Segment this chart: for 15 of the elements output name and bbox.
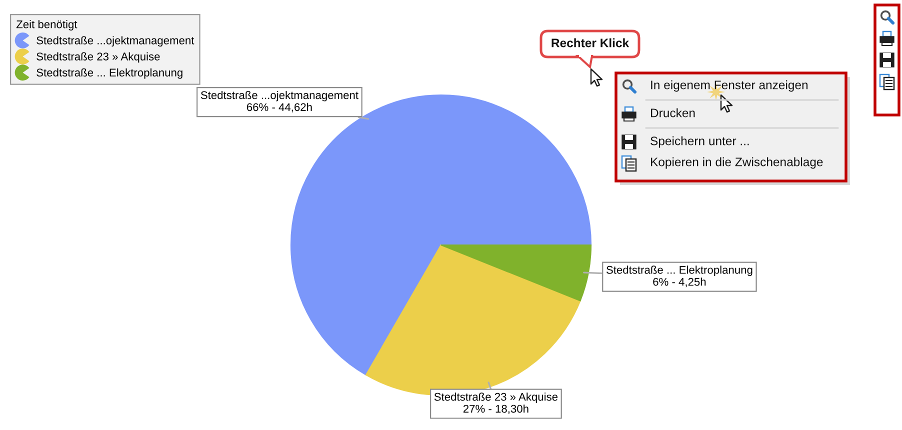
slice-label: Stedtstraße ...ojektmanagement — [200, 90, 358, 102]
data-label: 6% - 4,25h — [653, 278, 706, 288]
text: Rechter Klick — [552, 38, 630, 48]
slice-label: Stedtstraße ... Elektroplanung — [606, 266, 752, 276]
legend-label: Stedtstraße ... Elektroplanung — [36, 68, 182, 79]
data-label: 66% - 44,62h — [246, 102, 312, 112]
data-label: 27% - 18,30h — [463, 404, 528, 414]
text: Speichern unter ... — [650, 136, 749, 148]
text: Drucken — [651, 108, 695, 118]
legend-label: Stedtstraße ...ojektmanagement — [36, 36, 194, 47]
legend-title: Zeit benötigt — [16, 20, 78, 30]
text: In eigenem Fenster anzeigen — [651, 80, 808, 92]
legend-label: Stedtstraße 23 » Akquise — [36, 52, 160, 63]
text: Kopieren in die Zwischenablage — [651, 157, 823, 169]
slice-label: Stedtstraße 23 » Akquise — [434, 392, 558, 403]
